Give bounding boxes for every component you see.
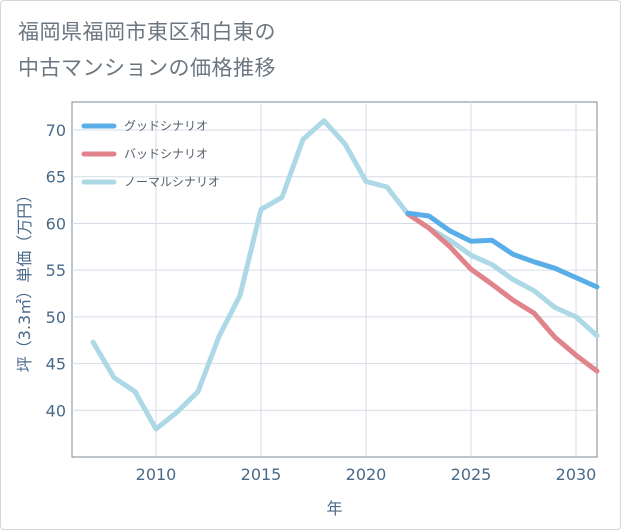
legend-label: グッドシナリオ	[124, 119, 208, 133]
series-lines	[90, 118, 600, 432]
series-line-2	[405, 210, 600, 290]
y-tick-label: 45	[46, 355, 66, 374]
y-tick-label: 40	[46, 401, 66, 420]
x-tick-label: 2020	[346, 465, 387, 484]
x-tick-label: 2030	[556, 465, 597, 484]
x-axis-title: 年	[326, 499, 342, 518]
y-axis-ticks: 40 45 50 55 60 65 70	[46, 121, 66, 420]
series-line-0	[90, 118, 600, 432]
y-tick-label: 55	[46, 261, 66, 280]
legend-label: バッドシナリオ	[124, 147, 208, 161]
chart-title: 福岡県福岡市東区和白東の 中古マンションの価格推移	[18, 20, 276, 80]
x-tick-label: 2010	[136, 465, 177, 484]
series-line-1	[405, 211, 600, 374]
legend-label: ノーマルシナリオ	[124, 175, 220, 189]
y-tick-label: 70	[46, 121, 66, 140]
x-tick-label: 2025	[451, 465, 492, 484]
x-tick-label: 2015	[241, 465, 282, 484]
y-tick-label: 50	[46, 308, 66, 327]
x-axis-ticks: 2010 2015 2020 2025 2030	[136, 465, 597, 484]
y-tick-label: 60	[46, 214, 66, 233]
y-axis-title: 坪（3.3㎡）単価（万円）	[15, 187, 34, 372]
y-tick-label: 65	[46, 168, 66, 187]
